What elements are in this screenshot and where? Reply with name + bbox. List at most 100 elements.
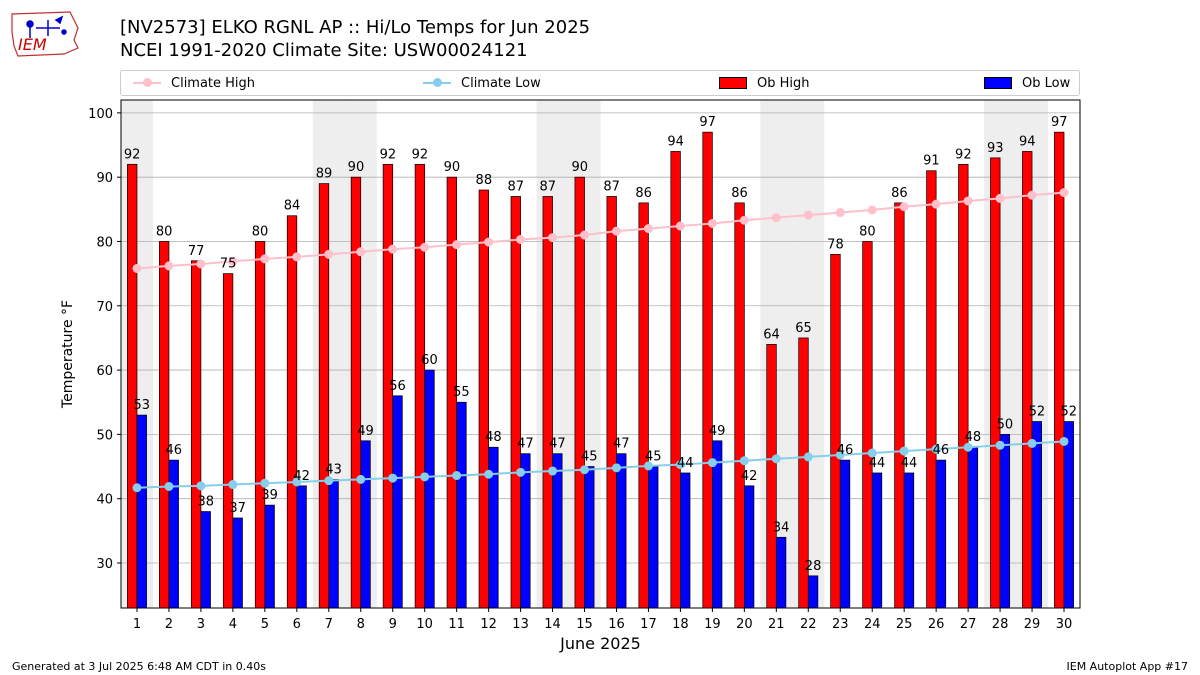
climate-low-point (1027, 438, 1037, 448)
climate-high-point (867, 205, 877, 215)
climate-low-point (963, 442, 973, 452)
x-tick-label: 21 (768, 617, 785, 632)
ob-high-value-label: 92 (412, 147, 429, 162)
ob-low-bar (584, 466, 595, 609)
weekend-shade-band (536, 100, 569, 608)
ob-low-bar (360, 440, 371, 609)
legend-swatch-climate-high (133, 78, 161, 87)
ob-high-value-label: 86 (891, 186, 908, 201)
climate-low-point (324, 476, 334, 486)
x-tick-label: 6 (293, 617, 301, 632)
legend-item-ob-low: Ob Low (984, 71, 1070, 95)
climate-high-point (260, 254, 270, 264)
climate-high-point (1027, 190, 1037, 200)
ob-high-bar (798, 337, 809, 609)
ob-low-bar (232, 517, 243, 609)
ob-low-bar (296, 485, 307, 609)
x-tick-label: 1 (133, 617, 141, 632)
ob-high-value-label: 93 (987, 141, 1004, 156)
legend-label-ob-high: Ob High (757, 75, 810, 91)
y-tick-label: 30 (96, 557, 113, 572)
climate-high-point (516, 235, 526, 245)
ob-low-bar (424, 369, 435, 609)
ob-high-value-label: 90 (348, 160, 365, 175)
climate-high-point (420, 242, 430, 252)
ob-high-bar (766, 344, 777, 609)
legend-item-ob-high: Ob High (719, 71, 810, 95)
ob-high-value-label: 92 (124, 147, 141, 162)
ob-high-value-label: 97 (699, 115, 716, 130)
x-tick-label: 8 (357, 617, 365, 632)
x-tick-label: 4 (229, 617, 237, 632)
ob-high-bar (254, 241, 266, 609)
weekend-shade-band (1016, 100, 1049, 608)
climate-low-point (643, 461, 653, 471)
ob-low-bar (520, 453, 531, 609)
ob-high-bar (159, 241, 170, 609)
x-tick-label: 25 (896, 617, 913, 632)
ob-high-bar (318, 183, 330, 609)
y-tick-label: 80 (96, 235, 113, 250)
climate-high-point (228, 256, 238, 266)
ob-high-value-label: 80 (156, 224, 173, 239)
x-tick-label: 13 (512, 617, 529, 632)
x-tick-label: 18 (672, 617, 689, 632)
ob-low-bar (807, 575, 819, 609)
climate-high-point (611, 226, 621, 236)
climate-high-point (452, 240, 462, 250)
climate-high-line (136, 191, 1065, 270)
ob-low-value-label: 28 (805, 559, 822, 574)
ob-high-bar (222, 273, 234, 609)
y-tick-label: 70 (96, 300, 113, 315)
ob-high-bar (510, 196, 521, 609)
climate-low-point (899, 446, 909, 456)
x-tick-label: 22 (800, 617, 817, 632)
climate-low-point (580, 465, 590, 475)
x-tick-label: 15 (576, 617, 593, 632)
ob-high-value-label: 86 (731, 186, 748, 201)
ob-low-value-label: 46 (165, 443, 182, 458)
ob-high-bar (414, 163, 426, 609)
climate-low-point (196, 481, 206, 491)
ob-high-bar (862, 241, 873, 609)
x-tick-label: 20 (736, 617, 753, 632)
ob-high-bar (894, 202, 905, 609)
climate-high-point (324, 249, 334, 259)
ob-low-value-label: 47 (549, 437, 566, 452)
ob-low-value-label: 44 (677, 456, 694, 471)
weekend-shade-band (984, 100, 1017, 608)
ob-high-value-label: 92 (955, 147, 972, 162)
ob-high-value-label: 84 (284, 199, 301, 214)
ob-low-bar (264, 504, 275, 609)
legend-item-climate-high: Climate High (133, 71, 255, 95)
climate-low-point (356, 474, 366, 484)
x-tick-label: 12 (480, 617, 497, 632)
legend-label-climate-low: Climate Low (461, 75, 541, 91)
ob-low-bar (775, 536, 787, 609)
ob-high-bar (574, 176, 585, 609)
ob-low-value-label: 46 (933, 443, 950, 458)
weather-station-icon (26, 15, 67, 38)
ob-high-bar (830, 253, 841, 609)
ob-high-value-label: 64 (763, 327, 780, 342)
climate-low-point (931, 444, 941, 454)
climate-high-point (548, 233, 558, 243)
y-tick-label: 100 (88, 107, 113, 122)
ob-high-value-label: 91 (923, 154, 940, 169)
ob-low-bar (488, 446, 499, 609)
ob-low-value-label: 47 (517, 437, 534, 452)
climate-high-point (580, 230, 590, 240)
climate-high-point (931, 199, 941, 209)
x-axis-label: June 2025 (559, 634, 641, 653)
ob-low-bar (967, 446, 979, 609)
ob-low-bar (616, 453, 627, 609)
ob-high-value-label: 65 (795, 321, 812, 336)
legend-swatch-ob-low (984, 77, 1012, 89)
climate-high-point (739, 215, 749, 225)
ob-low-bar (743, 485, 755, 609)
climate-low-point (707, 458, 717, 468)
ob-low-bar (712, 440, 723, 609)
climate-low-point (611, 463, 621, 473)
ob-low-value-label: 52 (1029, 405, 1046, 420)
